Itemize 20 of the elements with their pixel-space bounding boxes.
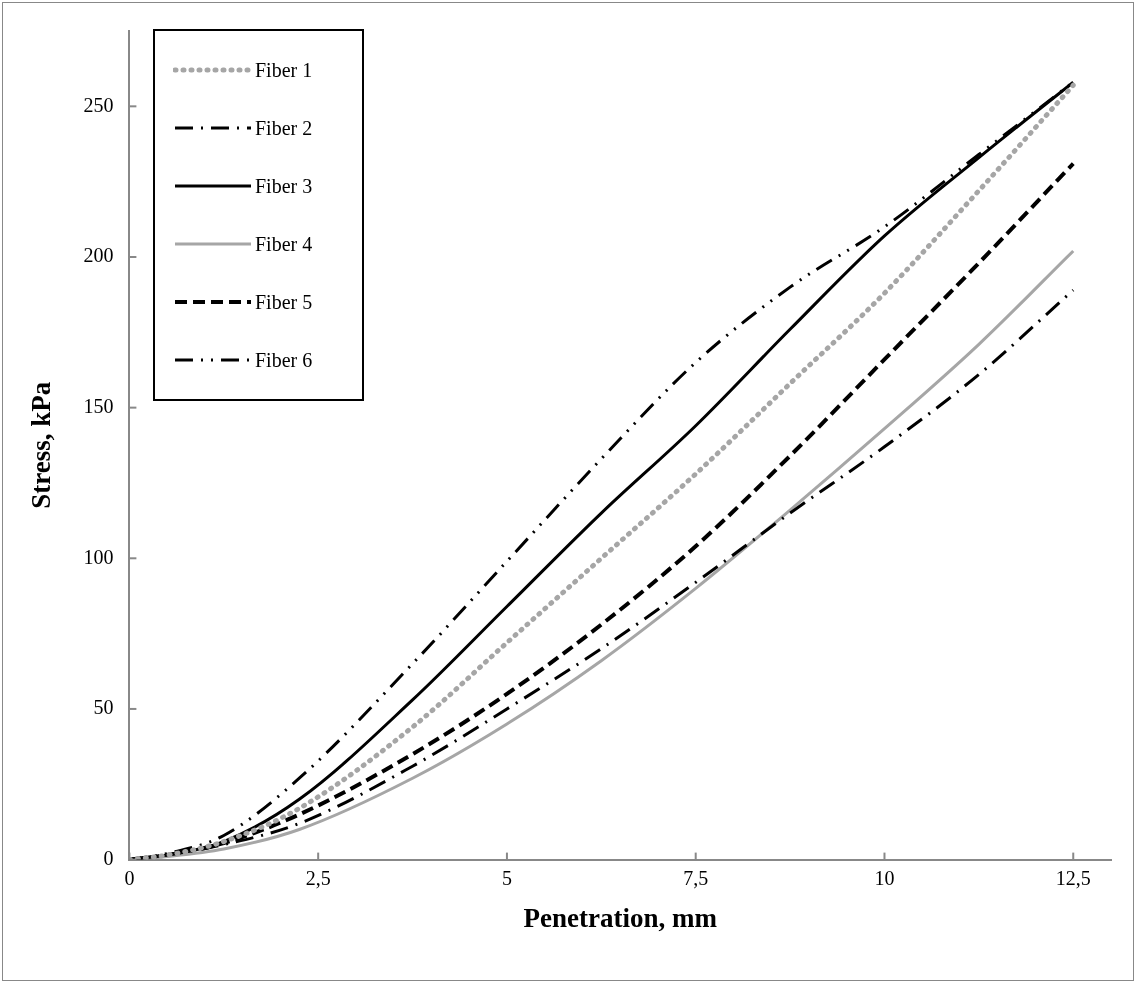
legend-label: Fiber 1 bbox=[255, 58, 313, 82]
legend-label: Fiber 4 bbox=[255, 232, 313, 256]
y-tick-label: 200 bbox=[83, 244, 114, 267]
legend-label: Fiber 3 bbox=[255, 174, 313, 198]
legend-label: Fiber 2 bbox=[255, 116, 313, 140]
y-tick-label: 150 bbox=[83, 394, 114, 417]
y-tick-label: 100 bbox=[83, 545, 114, 568]
x-tick-label: 0 bbox=[124, 866, 135, 889]
y-tick-label: 50 bbox=[93, 696, 114, 719]
x-tick-label: 10 bbox=[874, 866, 895, 889]
x-tick-label: 12,5 bbox=[1055, 866, 1091, 889]
x-tick-label: 5 bbox=[501, 866, 512, 889]
x-tick-label: 7,5 bbox=[683, 866, 709, 889]
y-axis-title: Stress, kPa bbox=[26, 381, 57, 509]
legend-label: Fiber 6 bbox=[255, 348, 313, 372]
y-tick-label: 0 bbox=[103, 846, 114, 869]
x-tick-label: 2,5 bbox=[305, 866, 331, 889]
y-tick-label: 250 bbox=[83, 93, 114, 116]
legend-label: Fiber 5 bbox=[255, 290, 313, 314]
x-axis-title: Penetration, mm bbox=[523, 902, 718, 933]
